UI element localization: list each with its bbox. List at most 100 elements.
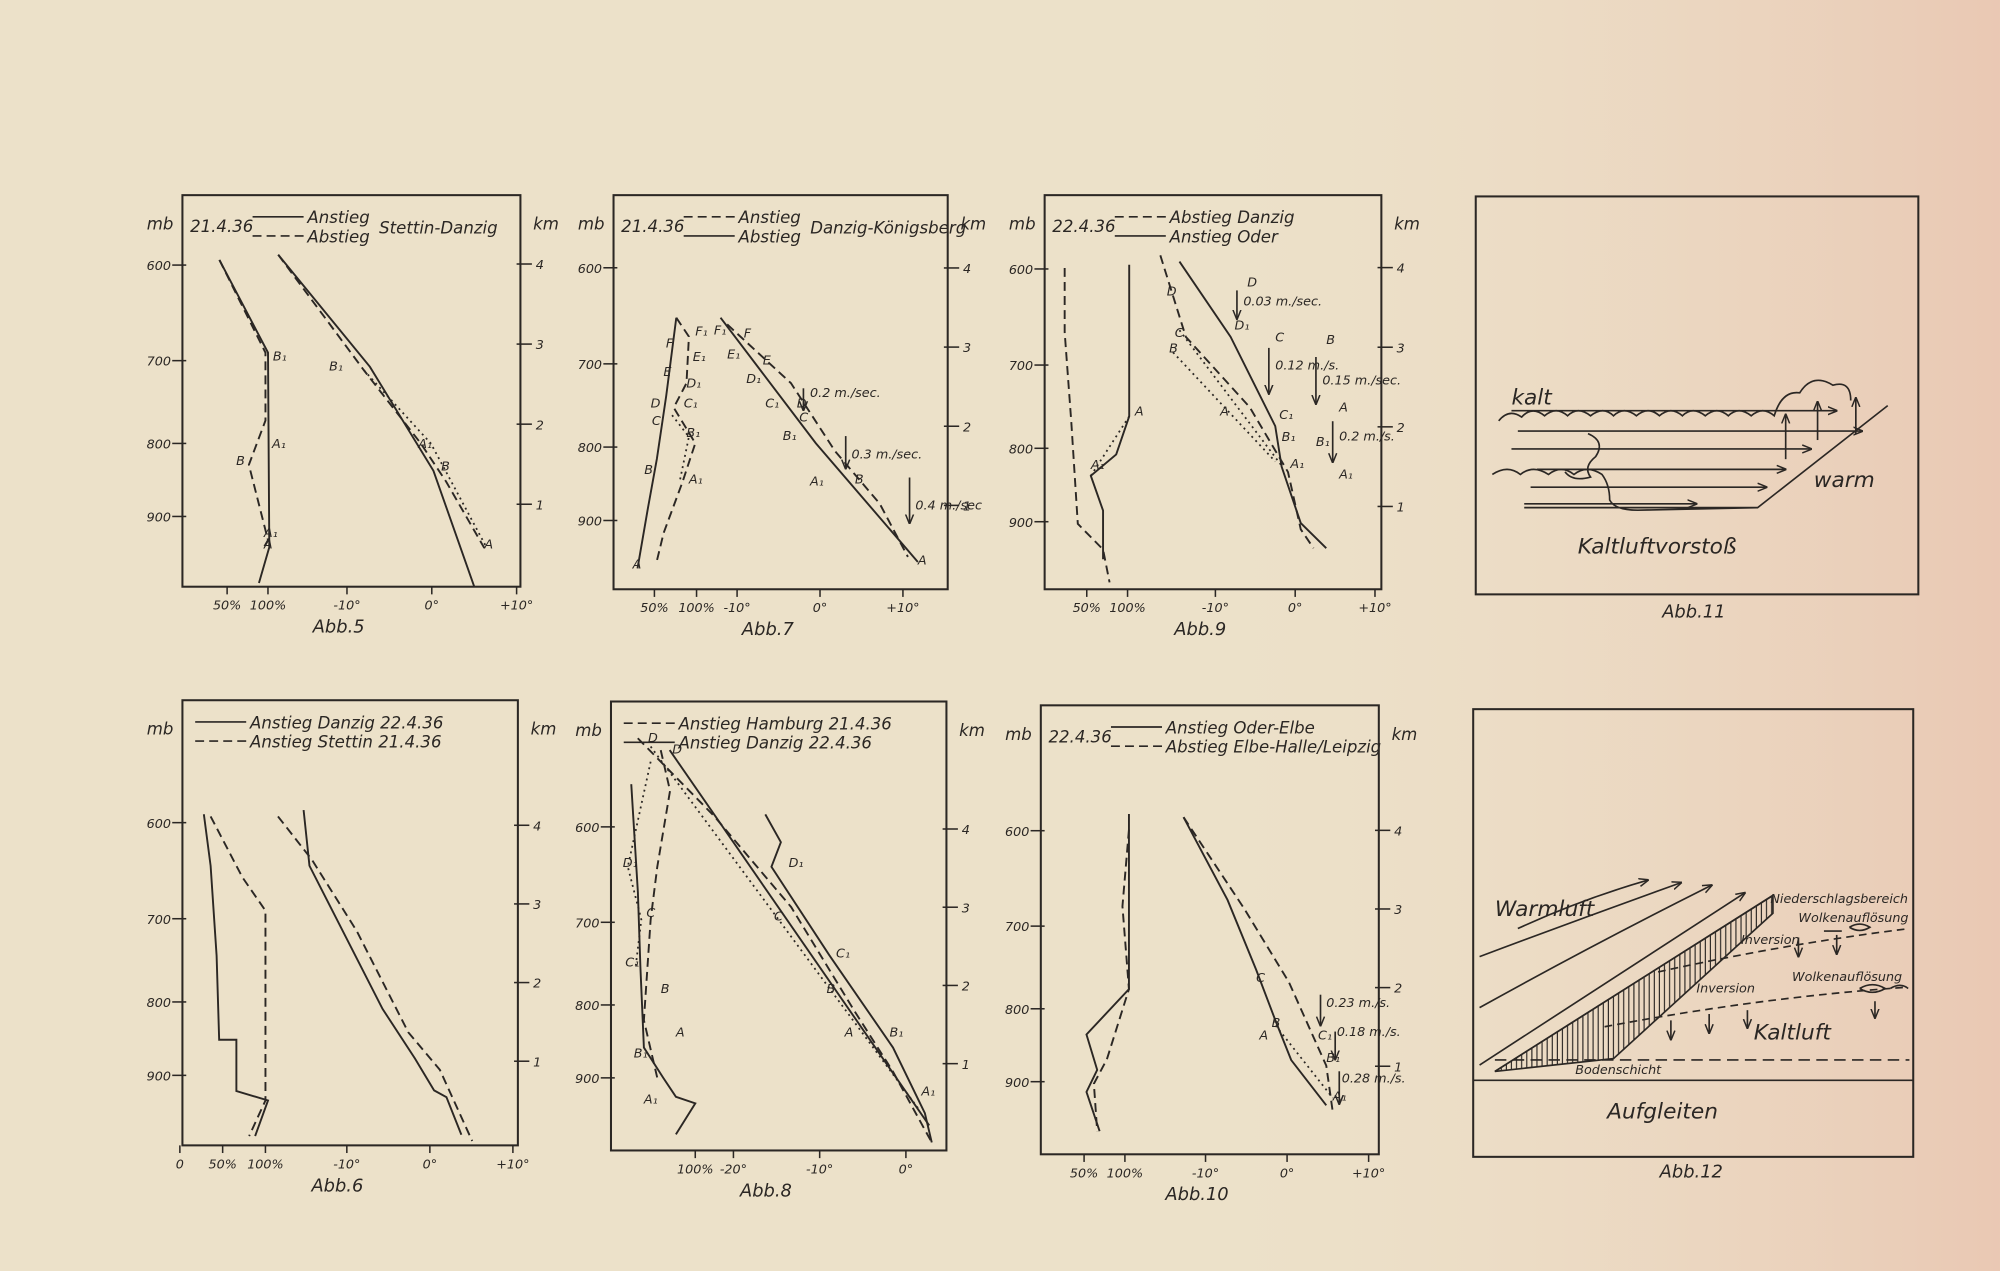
speed-label: 0.03 m./sec.	[1243, 294, 1322, 309]
speed-label: 0.23 m./s.	[1326, 996, 1390, 1011]
x-tick-label: 50%	[213, 599, 241, 614]
point-label: C	[799, 411, 808, 426]
point-label: B₁	[783, 429, 797, 444]
speed-label: 0.2 m./s.	[1339, 429, 1395, 444]
x-tick-label: 100%	[677, 1162, 713, 1177]
y2-tick-label: 4	[963, 262, 971, 277]
legend-label: Anstieg	[306, 208, 369, 227]
sounding-line	[642, 749, 672, 1079]
diagram-text: Inversion	[1741, 933, 1800, 948]
point-label: F	[744, 326, 752, 341]
caption: Abb.8	[739, 1180, 792, 1201]
point-label: B	[236, 454, 245, 469]
caption: Abb.7	[741, 619, 795, 640]
point-label: D	[651, 397, 661, 412]
sounding-line	[726, 323, 909, 558]
diagram-text: Wolkenauflösung	[1798, 911, 1908, 926]
legend-route: Stettin-Danzig	[379, 218, 498, 237]
sounding-line	[1063, 267, 1111, 583]
legend-date: 22.4.36	[1052, 217, 1115, 236]
x-tick-label: +10°	[500, 599, 533, 614]
point-label: B₁	[273, 350, 287, 365]
point-label: F₁	[714, 324, 726, 339]
x-tick-label: 50%	[1070, 1166, 1098, 1181]
legend-label: Anstieg Oder-Elbe	[1165, 718, 1315, 737]
y-axis-label: mb	[1005, 725, 1032, 744]
point-label: C₁	[836, 947, 850, 962]
diagram-text: Aufgleiten	[1605, 1100, 1718, 1125]
y2-tick-label: 2	[1394, 982, 1402, 997]
y2-tick-label: 4	[533, 819, 541, 834]
x-tick-label: 100%	[1107, 1166, 1143, 1181]
caption: Abb.12	[1659, 1161, 1723, 1182]
x-tick-label: 0°	[899, 1162, 914, 1177]
point-label: A	[263, 538, 273, 553]
sounding-line	[218, 259, 270, 550]
x-tick-label: -20°	[720, 1162, 747, 1177]
point-label: A₁	[920, 1084, 935, 1099]
inversion-line	[1604, 986, 1907, 1028]
y2-tick-label: 3	[1397, 341, 1405, 356]
y2-tick-label: 1	[536, 498, 544, 513]
y2-axis-label: km	[533, 215, 559, 234]
cold-air-outline	[1491, 404, 1889, 512]
diagram-text: Bodenschicht	[1575, 1063, 1662, 1078]
speed-label: 0.12 m./s.	[1275, 358, 1339, 373]
plot-frame	[181, 194, 522, 588]
point-label: D	[648, 731, 658, 746]
sounding-line	[202, 814, 270, 1137]
legend-label: Abstieg	[306, 227, 369, 246]
point-label: A₁	[643, 1092, 658, 1107]
y-tick-label: 900	[1005, 1076, 1029, 1091]
front-line	[1494, 894, 1774, 1073]
point-label: D₁	[789, 856, 804, 871]
point-label: C	[652, 414, 661, 429]
point-label: E	[663, 365, 672, 380]
point-label: A	[675, 1026, 685, 1041]
y2-tick-label: 4	[1394, 824, 1402, 839]
diagram-frame	[1472, 708, 1915, 1158]
sounding-line	[671, 414, 690, 482]
y-tick-label: 600	[578, 262, 602, 277]
point-label: A	[844, 1026, 854, 1041]
x-tick-label: -10°	[806, 1162, 833, 1177]
x-tick-label: +10°	[886, 601, 919, 616]
point-label: A	[1258, 1029, 1268, 1044]
x-tick-label: 100%	[678, 601, 714, 616]
sounding-line	[655, 317, 697, 561]
x-tick-label: -10°	[333, 1157, 360, 1172]
y-tick-label: 600	[1005, 825, 1029, 840]
y-tick-label: 700	[147, 355, 171, 370]
y2-tick-label: 1	[963, 499, 971, 514]
sounding-line	[630, 784, 697, 1135]
point-label: A₁	[1338, 468, 1353, 483]
point-label: C₁	[625, 956, 639, 971]
point-label: C	[1275, 330, 1284, 345]
x-tick-label: -10°	[1202, 601, 1229, 616]
legend-label: Anstieg	[738, 208, 801, 227]
point-label: C₁	[765, 397, 779, 412]
caption: Abb.5	[312, 617, 365, 638]
sounding-line	[1090, 415, 1130, 477]
y-tick-label: 900	[578, 515, 602, 530]
x-tick-label: 50%	[1073, 601, 1101, 616]
legend-date: 21.4.36	[621, 217, 684, 236]
y2-tick-label: 2	[533, 977, 541, 992]
speed-label: 0.15 m./sec.	[1322, 373, 1401, 388]
point-label: B	[1169, 341, 1178, 356]
diagram-text: Kaltluftvorstoß	[1578, 535, 1737, 560]
caption: Abb.9	[1173, 619, 1226, 640]
point-label: A	[1338, 400, 1348, 415]
y-tick-label: 600	[147, 259, 171, 274]
legend-label: Anstieg Danzig 22.4.36	[678, 734, 872, 753]
point-label: A₁	[263, 526, 278, 541]
diagram-abb12	[1472, 708, 1915, 1158]
y-tick-label: 700	[1005, 920, 1029, 935]
y-tick-label: 700	[578, 358, 602, 373]
diagram-text: kalt	[1511, 385, 1553, 410]
x-tick-label: +10°	[1358, 601, 1391, 616]
point-label: D	[797, 397, 807, 412]
sounding-line	[637, 737, 933, 1143]
y-tick-label: 700	[575, 916, 599, 931]
